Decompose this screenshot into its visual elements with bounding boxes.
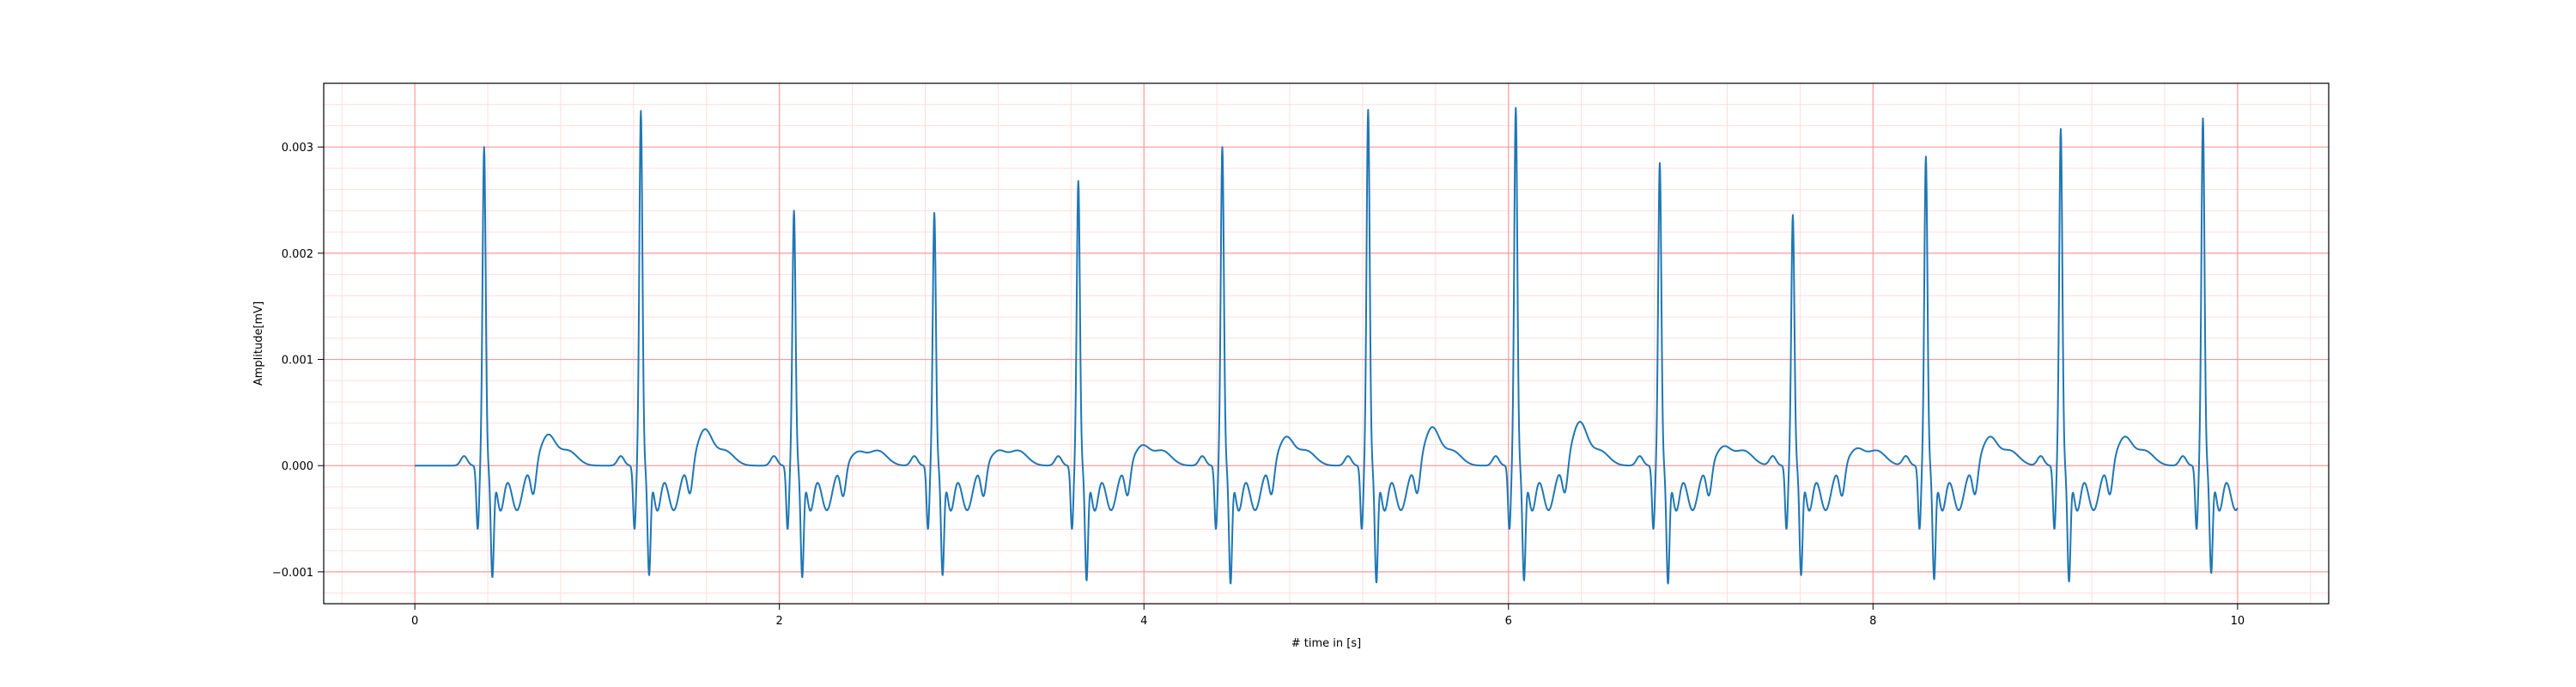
x-tick-label: 4 bbox=[1140, 615, 1147, 628]
x-tick-label: 2 bbox=[776, 615, 783, 628]
y-axis: −0.001 0.000 0.001 0.002 0.003 bbox=[272, 142, 324, 580]
y-tick-label: 0.001 bbox=[282, 355, 313, 368]
x-tick-label: 10 bbox=[2231, 615, 2245, 628]
y-tick-label: 0.000 bbox=[282, 460, 313, 473]
x-axis: 0 2 4 6 8 10 bbox=[411, 604, 2245, 628]
minor-grid bbox=[324, 83, 2329, 604]
y-tick-label: −0.001 bbox=[272, 567, 313, 580]
x-tick-label: 8 bbox=[1869, 615, 1876, 628]
plot-frame bbox=[323, 82, 2330, 605]
ecg-series-line bbox=[414, 106, 2239, 585]
x-axis-label: # time in [s] bbox=[1291, 637, 1361, 650]
y-tick-label: 0.002 bbox=[282, 248, 313, 261]
series-layer bbox=[414, 106, 2239, 585]
y-axis-label: Amplitude[mV] bbox=[252, 301, 265, 386]
x-tick-label: 0 bbox=[411, 615, 418, 628]
y-tick-label: 0.003 bbox=[282, 142, 313, 155]
x-tick-label: 6 bbox=[1505, 615, 1512, 628]
